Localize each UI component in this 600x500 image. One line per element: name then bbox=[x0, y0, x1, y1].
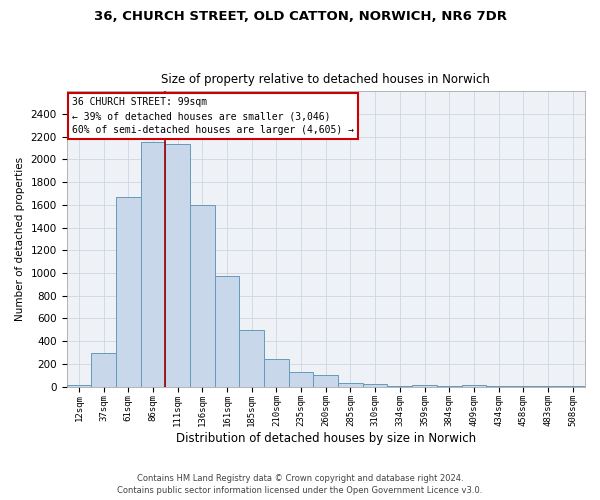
Bar bbox=[165, 144, 190, 386]
Bar bbox=[190, 205, 215, 386]
Bar bbox=[264, 358, 289, 386]
Bar bbox=[313, 375, 338, 386]
Bar bbox=[289, 372, 313, 386]
Text: 36, CHURCH STREET, OLD CATTON, NORWICH, NR6 7DR: 36, CHURCH STREET, OLD CATTON, NORWICH, … bbox=[94, 10, 506, 23]
Bar bbox=[412, 384, 437, 386]
Bar bbox=[239, 330, 264, 386]
Bar bbox=[91, 353, 116, 386]
Y-axis label: Number of detached properties: Number of detached properties bbox=[15, 157, 25, 321]
Bar bbox=[140, 142, 165, 386]
Bar bbox=[215, 276, 239, 386]
X-axis label: Distribution of detached houses by size in Norwich: Distribution of detached houses by size … bbox=[176, 432, 476, 445]
Text: Contains HM Land Registry data © Crown copyright and database right 2024.
Contai: Contains HM Land Registry data © Crown c… bbox=[118, 474, 482, 495]
Title: Size of property relative to detached houses in Norwich: Size of property relative to detached ho… bbox=[161, 73, 490, 86]
Bar bbox=[363, 384, 388, 386]
Bar bbox=[67, 384, 91, 386]
Bar bbox=[338, 382, 363, 386]
Text: 36 CHURCH STREET: 99sqm
← 39% of detached houses are smaller (3,046)
60% of semi: 36 CHURCH STREET: 99sqm ← 39% of detache… bbox=[72, 97, 354, 135]
Bar bbox=[116, 197, 140, 386]
